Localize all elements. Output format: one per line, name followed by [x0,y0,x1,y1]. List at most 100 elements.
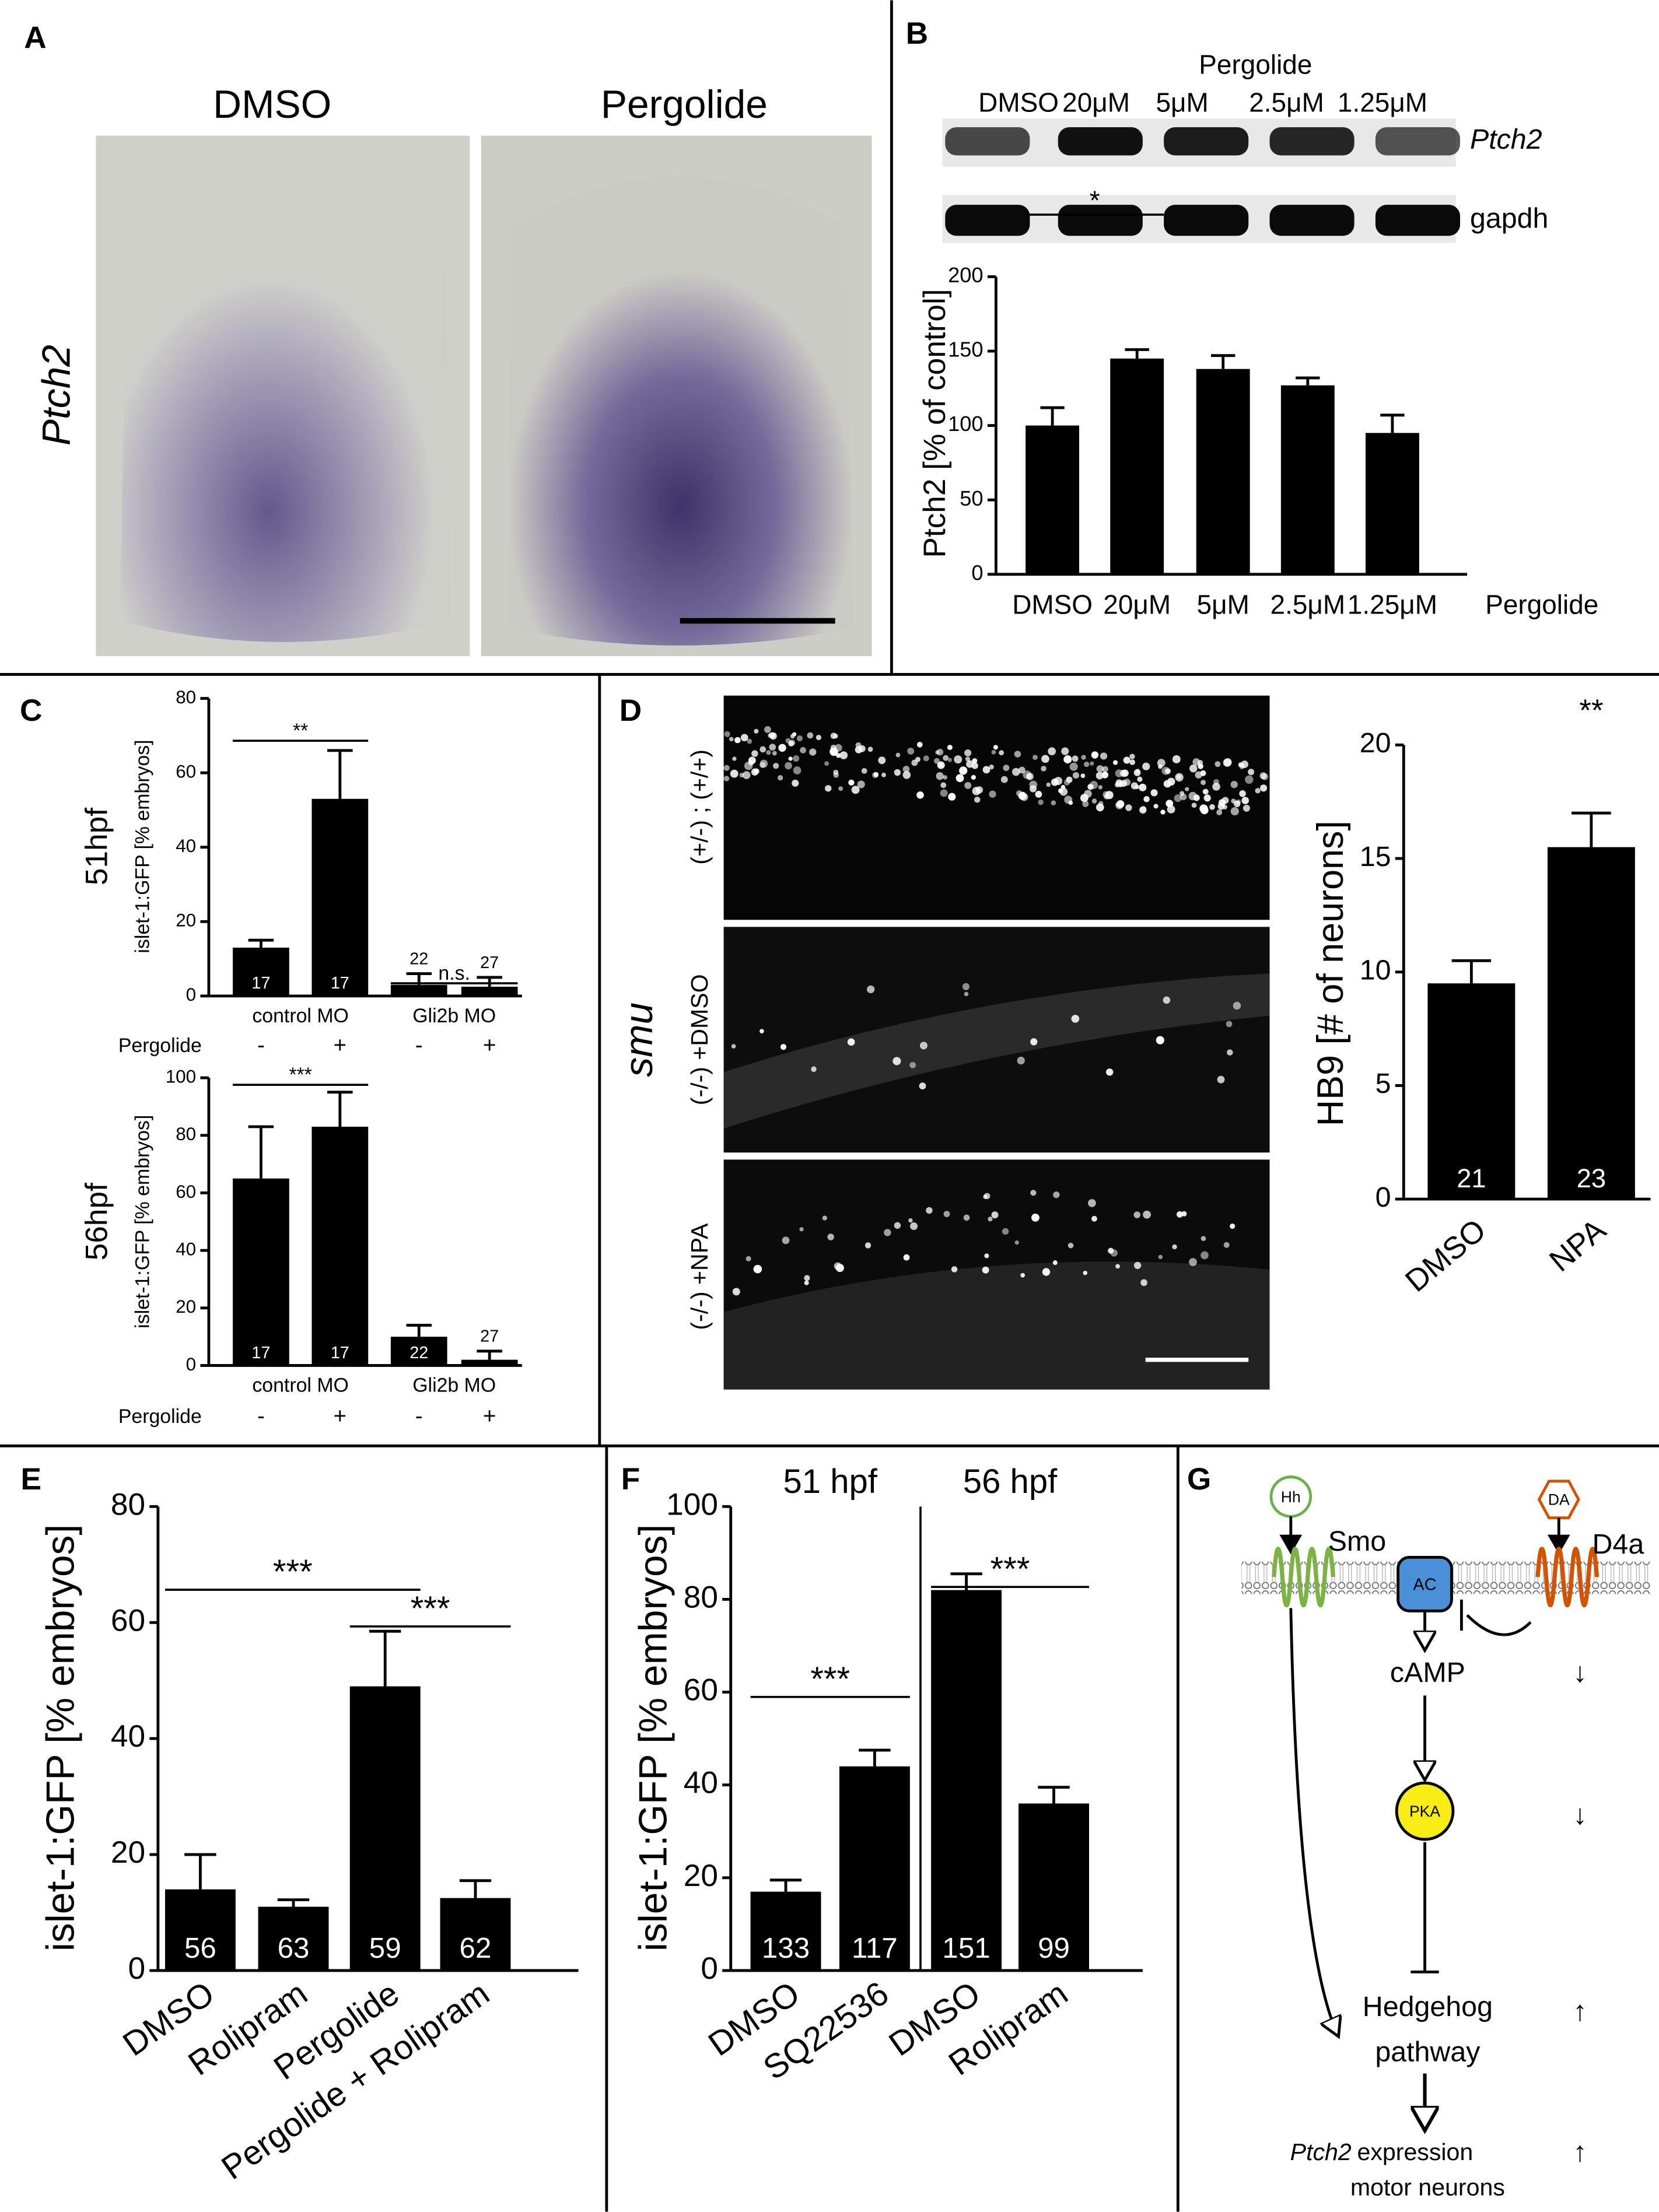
cell [1241,797,1250,804]
cell [1175,773,1184,782]
cell [1213,779,1219,785]
cell [1112,760,1118,765]
cell [1060,785,1066,790]
treatment-sign: - [415,1404,423,1429]
lane-label: 2.5μM [1249,87,1324,118]
cell [948,793,956,801]
cell [1081,755,1086,760]
error-bar [1211,354,1236,369]
cell [729,737,734,742]
cell [1087,784,1094,790]
cell [754,728,759,734]
y-tick-label: 60 [684,1673,718,1708]
cell [1227,1049,1233,1056]
cell [1125,804,1132,811]
cell [983,1194,988,1199]
cell [1172,1244,1177,1250]
y-tick-label: 5 [1376,1068,1391,1099]
cell [947,745,953,751]
x-tick-label: 5μM [1197,590,1250,620]
cell [1172,755,1181,763]
error-bar [459,1879,492,1898]
cell [772,751,777,756]
x-tick-label: DMSO [1399,1212,1492,1299]
trend-arrow: ↓ [1573,1657,1587,1688]
y-tick-label: 40 [176,1239,196,1259]
cell [940,789,948,797]
group-label: control MO [252,1005,349,1027]
cell [834,744,842,752]
panel-label: E [20,1462,41,1496]
cell [1069,762,1078,771]
cell [1200,1236,1206,1242]
cell [1139,783,1147,791]
cell [1200,780,1206,786]
cell [1158,764,1163,769]
cell [1014,751,1021,758]
error-bar [1296,376,1320,385]
cell [1189,1258,1197,1266]
cell [1143,796,1150,802]
n-label: 99 [1038,1932,1070,1964]
cell [1160,809,1166,815]
cell [1012,767,1020,776]
cell [788,756,793,761]
lane-label: 5μM [1156,87,1208,118]
y-tick-label: 20 [111,1835,145,1870]
cell [839,751,848,759]
cell [1052,1260,1058,1265]
cell [834,1262,842,1270]
cell [1080,794,1088,802]
cell [940,782,947,788]
genotype-label: smu [617,1002,661,1077]
cell [902,771,911,779]
group-label: 51 hpf [783,1463,878,1501]
band [1058,127,1143,156]
y-tick-label: 60 [111,1603,145,1638]
lane-label: 20μM [1062,87,1130,118]
bar [1026,425,1080,574]
n-label: 17 [331,1344,349,1362]
cell [1096,765,1104,773]
node-label: cAMP [1390,1657,1465,1688]
cell [1177,1211,1183,1218]
cell [1161,766,1170,775]
cell [773,763,779,769]
cell [1137,776,1143,782]
cell [800,747,806,753]
cell [954,755,963,764]
bar [461,986,518,996]
cell [881,772,886,777]
group-label: control MO [252,1375,349,1397]
cell [1071,1015,1080,1023]
band [1164,205,1249,236]
bar [1547,847,1635,1200]
cell [936,772,944,780]
cell [857,780,865,788]
cell [1158,1254,1163,1260]
cell [991,1211,999,1219]
significance-label: *** [273,1553,313,1591]
treatment-label: Pergolide [118,1405,202,1428]
cell [1030,1038,1038,1046]
cell [1242,804,1250,812]
y-tick-label: 80 [684,1580,718,1614]
treatment-sign: + [483,1404,496,1429]
y-axis-label: HB9 [# of neurons] [1310,821,1351,1126]
error-bar [1380,413,1405,433]
cell [724,731,730,737]
cell [1133,769,1141,776]
cell [1209,804,1215,810]
cell [734,737,741,744]
n-label: 27 [480,953,499,972]
cell [1101,772,1109,779]
cell [867,746,873,752]
cell [732,756,737,761]
node-label: pathway [1375,2036,1480,2067]
cell [1226,1021,1233,1028]
cell [933,758,940,764]
cell [822,1215,827,1221]
error-bar [327,749,353,799]
column-label: Pergolide [601,83,768,127]
